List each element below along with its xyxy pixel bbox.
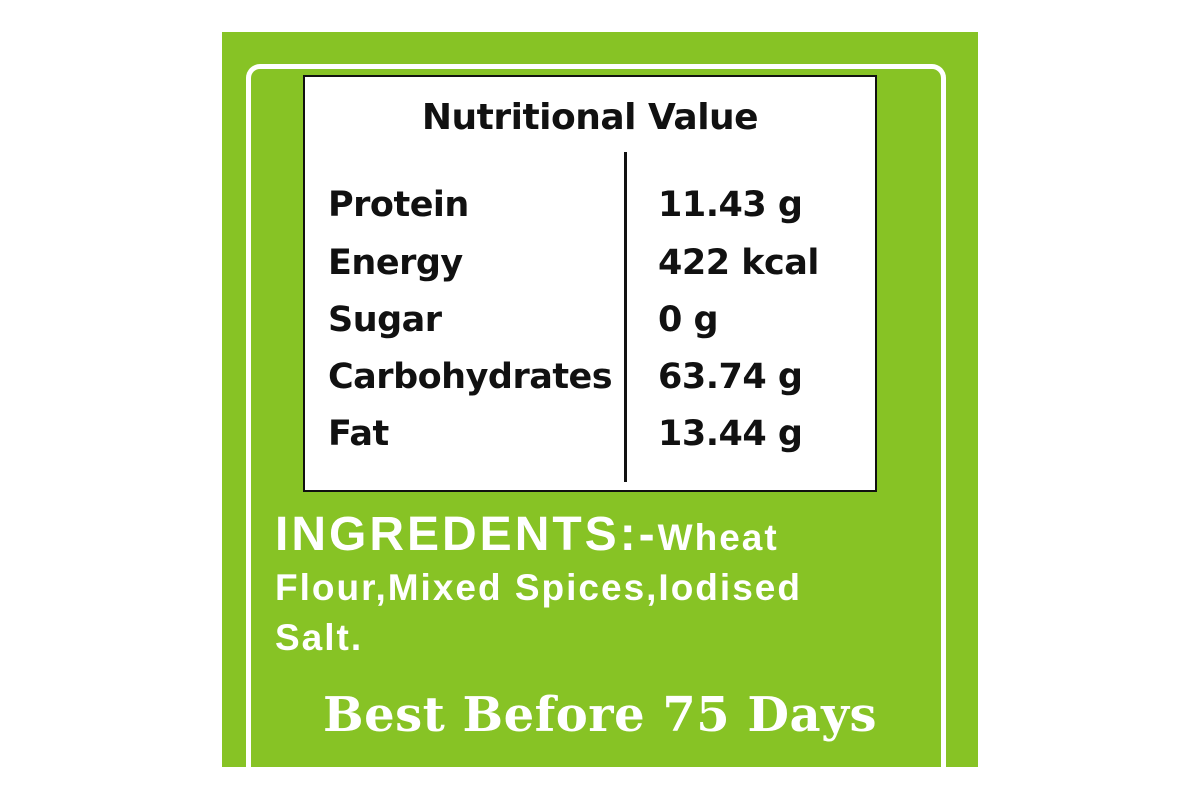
nutrient-value: 11.43 g	[658, 185, 803, 225]
nutrient-label: Fat	[328, 414, 389, 454]
nutrient-value: 13.44 g	[658, 414, 803, 454]
best-before: Best Before 75 Days	[323, 687, 877, 743]
nutrient-value: 422 kcal	[658, 243, 819, 283]
nutrient-value: 0 g	[658, 300, 719, 340]
nutrition-table: Nutritional Value Protein 11.43 g Energy…	[303, 75, 877, 492]
column-divider	[624, 152, 627, 482]
nutrient-label: Sugar	[328, 300, 442, 340]
label-frame	[246, 64, 946, 789]
nutrient-value: 63.74 g	[658, 357, 803, 397]
nutrient-label: Carbohydrates	[328, 357, 613, 397]
ingredients-heading: INGREDENTS:-	[275, 508, 658, 561]
nutrient-label: Energy	[328, 243, 463, 283]
label-panel: Nutritional Value Protein 11.43 g Energy…	[222, 32, 978, 789]
ingredients: INGREDENTS:-Wheat Flour,Mixed Spices,Iod…	[275, 510, 895, 663]
nutrient-label: Protein	[328, 185, 469, 225]
ingredients-text: Wheat Flour,Mixed Spices,Iodised Salt.	[275, 517, 802, 658]
nutrition-title: Nutritional Value	[421, 97, 759, 138]
